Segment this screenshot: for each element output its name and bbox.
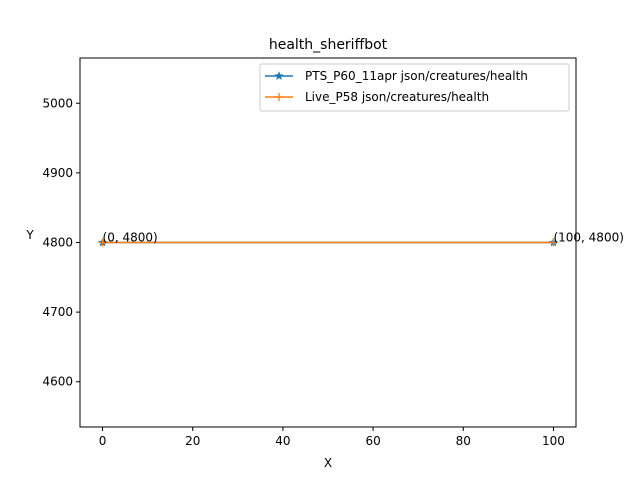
point-annotation: (0, 4800) <box>103 231 158 245</box>
legend-marker <box>274 71 284 80</box>
annotations: (0, 4800) (100, 4800) <box>103 231 624 245</box>
legend-box <box>259 63 570 112</box>
legend-label: PTS_P60_11apr json/creatures/health <box>305 69 528 83</box>
chart-title: health_sheriffbot <box>269 37 388 53</box>
legend-marker <box>275 93 283 101</box>
x-tick-label: 60 <box>365 434 380 448</box>
y-tick-label: 4900 <box>42 166 73 180</box>
y-tick-label: 4700 <box>42 305 73 319</box>
x-tick-label: 20 <box>185 434 200 448</box>
legend-label: Live_P58 json/creatures/health <box>305 90 489 104</box>
series-2-point <box>549 238 558 247</box>
legend: PTS_P60_11apr json/creatures/health Live_… <box>259 63 570 112</box>
y-axis: 4600 4700 4800 4900 5000 <box>42 96 80 389</box>
y-axis-label: Y <box>25 228 34 242</box>
x-tick-label: 100 <box>542 434 565 448</box>
y-tick-label: 4800 <box>42 236 73 250</box>
x-tick-label: 0 <box>99 434 107 448</box>
x-tick-label: 80 <box>456 434 471 448</box>
y-tick-label: 5000 <box>42 96 73 110</box>
series-2-point <box>98 238 107 247</box>
x-axis-label: X <box>324 456 332 470</box>
x-axis: 0 20 40 60 80 100 <box>99 427 565 448</box>
point-annotation: (100, 4800) <box>553 231 623 245</box>
plot-lines <box>97 237 559 247</box>
y-tick-label: 4600 <box>42 375 73 389</box>
x-tick-label: 40 <box>275 434 290 448</box>
